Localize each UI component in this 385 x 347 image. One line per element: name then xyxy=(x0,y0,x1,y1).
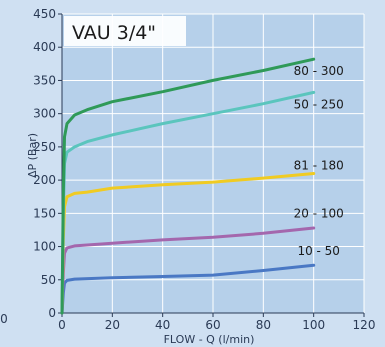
left-edge-label: 0 xyxy=(0,312,8,326)
grid xyxy=(61,13,365,314)
y-tick-label: 400 xyxy=(33,40,56,54)
x-tick-label: 40 xyxy=(155,318,170,332)
y-tick-label: 50 xyxy=(41,273,56,287)
series-label-3: 20 - 100 xyxy=(294,206,344,220)
x-tick-label: 60 xyxy=(205,318,220,332)
chart-title-text: VAU 3/4" xyxy=(72,22,156,44)
x-tick-label: 120 xyxy=(353,318,376,332)
y-tick-label: 100 xyxy=(33,240,56,254)
y-tick-label: 300 xyxy=(33,107,56,121)
series-label-2: 81 - 180 xyxy=(294,158,344,172)
series-lines xyxy=(60,57,316,315)
y-tick-label: 250 xyxy=(33,140,56,154)
axes: 0 50 100 150 200 250 300 350 400 450 0 20 40 60 80 100 1… xyxy=(0,7,375,346)
chart-title: VAU 3/4" xyxy=(64,16,186,46)
y-tick-label: 0 xyxy=(48,306,56,320)
series-label-0: 80 - 300 xyxy=(294,64,344,78)
series-line-4 xyxy=(60,57,316,315)
y-tick-label: 450 xyxy=(33,7,56,21)
y-tick-label: 150 xyxy=(33,206,56,220)
x-tick-label: 100 xyxy=(302,318,325,332)
x-axis-title: FLOW - Q (l/min) xyxy=(164,333,255,346)
title-box xyxy=(64,16,186,46)
x-tick-label: 0 xyxy=(58,318,66,332)
x-tick-label: 80 xyxy=(256,318,271,332)
series-label-4: 10 - 50 xyxy=(297,244,340,258)
x-tick-label: 20 xyxy=(105,318,120,332)
y-tick-label: 200 xyxy=(33,173,56,187)
series-labels: 80 - 300 50 - 250 81 - 180 20 - 100 10 - 50 xyxy=(294,64,344,258)
y-tick-label: 350 xyxy=(33,73,56,87)
y-axis-title: ΔP (Bar) xyxy=(26,133,39,178)
series-label-1: 50 - 250 xyxy=(294,97,344,111)
